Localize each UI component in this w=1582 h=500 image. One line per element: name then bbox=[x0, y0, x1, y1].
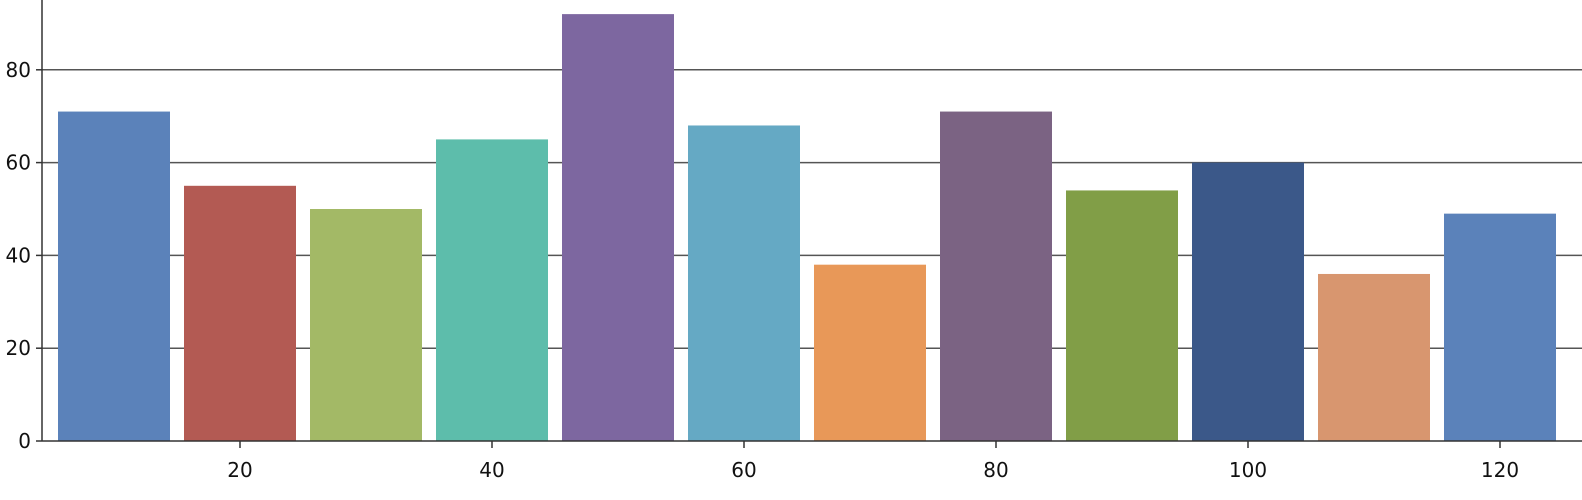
axes bbox=[41, 0, 1582, 442]
y-tick-label: 0 bbox=[18, 429, 31, 453]
bar-50 bbox=[562, 14, 674, 442]
x-tick-label: 60 bbox=[731, 458, 756, 482]
bar-80 bbox=[940, 111, 1052, 441]
x-tick-label: 20 bbox=[227, 458, 252, 482]
bar-60 bbox=[688, 125, 800, 441]
bar-70 bbox=[814, 264, 926, 441]
bar-40 bbox=[436, 139, 548, 441]
y-tick-label: 60 bbox=[6, 151, 31, 175]
bar-10 bbox=[58, 111, 170, 441]
y-tick-label: 80 bbox=[6, 58, 31, 82]
bar-120 bbox=[1444, 213, 1556, 441]
x-tick-label: 100 bbox=[1229, 458, 1267, 482]
bar-20 bbox=[184, 185, 296, 441]
x-tick-labels: 20 40 60 80 100 120 bbox=[227, 441, 1519, 482]
bar-90 bbox=[1066, 190, 1178, 441]
x-tick-label: 80 bbox=[983, 458, 1008, 482]
y-tick-label: 40 bbox=[6, 243, 31, 267]
x-tick-label: 40 bbox=[479, 458, 504, 482]
bars bbox=[58, 14, 1556, 442]
y-tick-label: 20 bbox=[6, 336, 31, 360]
y-tick-labels: 0 20 40 60 80 bbox=[6, 58, 42, 453]
bar-30 bbox=[310, 209, 422, 441]
bar-110 bbox=[1318, 273, 1430, 441]
bar-100 bbox=[1192, 162, 1304, 441]
x-tick-label: 120 bbox=[1481, 458, 1519, 482]
